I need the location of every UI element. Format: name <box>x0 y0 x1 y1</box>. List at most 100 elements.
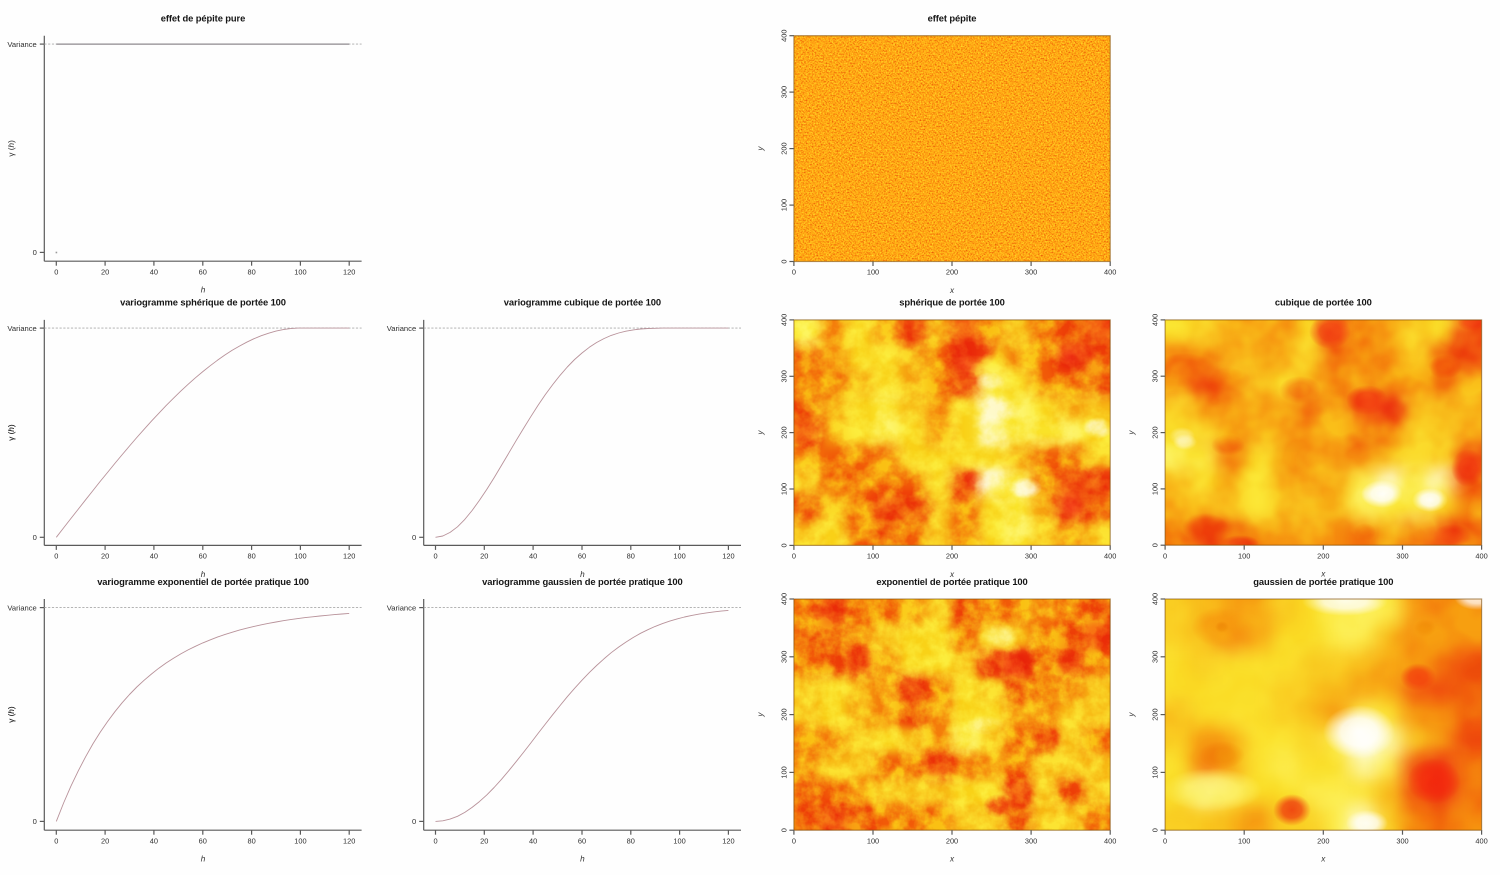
svg-text:60: 60 <box>199 267 207 276</box>
svg-text:γ (h): γ (h) <box>7 706 16 723</box>
svg-text:100: 100 <box>294 836 306 845</box>
svg-text:0: 0 <box>779 543 788 547</box>
svg-text:y: y <box>756 430 765 436</box>
svg-text:40: 40 <box>150 836 158 845</box>
svg-text:h: h <box>580 570 585 579</box>
svg-text:0: 0 <box>33 817 37 826</box>
svg-text:60: 60 <box>199 836 207 845</box>
svg-text:60: 60 <box>199 552 207 561</box>
svg-text:100: 100 <box>1151 483 1160 495</box>
svg-text:0: 0 <box>54 267 58 276</box>
svg-text:20: 20 <box>101 836 109 845</box>
svg-text:Variance: Variance <box>387 603 416 612</box>
svg-text:80: 80 <box>247 552 255 561</box>
svg-text:60: 60 <box>578 552 586 561</box>
svg-text:100: 100 <box>867 552 879 561</box>
svg-text:400: 400 <box>1104 836 1116 845</box>
svg-text:300: 300 <box>1025 268 1037 277</box>
svg-text:40: 40 <box>150 552 158 561</box>
svg-text:γ (h): γ (h) <box>7 424 16 441</box>
svg-text:y: y <box>1127 430 1136 436</box>
svg-text:200: 200 <box>946 268 958 277</box>
svg-text:0: 0 <box>792 268 796 277</box>
svg-text:0: 0 <box>1151 828 1160 832</box>
svg-text:γ (h): γ (h) <box>7 140 16 157</box>
svg-text:200: 200 <box>1317 551 1329 560</box>
svg-text:200: 200 <box>1151 426 1160 438</box>
svg-text:0: 0 <box>1163 836 1167 845</box>
svg-text:variogramme cubique de portée: variogramme cubique de portée 100 <box>504 297 661 308</box>
svg-text:variogramme gaussien de portée: variogramme gaussien de portée pratique … <box>482 576 682 587</box>
svg-text:120: 120 <box>343 267 355 276</box>
svg-text:400: 400 <box>1104 552 1116 561</box>
svg-text:120: 120 <box>343 836 355 845</box>
svg-text:20: 20 <box>101 552 109 561</box>
svg-text:200: 200 <box>779 142 788 154</box>
svg-text:0: 0 <box>792 552 796 561</box>
svg-text:x: x <box>949 855 955 864</box>
svg-text:400: 400 <box>1104 268 1116 277</box>
svg-text:300: 300 <box>779 651 788 663</box>
svg-text:exponentiel de portée pratique: exponentiel de portée pratique 100 <box>876 576 1027 587</box>
svg-text:x: x <box>949 286 955 295</box>
svg-text:0: 0 <box>433 552 437 561</box>
svg-text:400: 400 <box>1475 836 1487 845</box>
svg-text:gaussien de portée pratique 10: gaussien de portée pratique 100 <box>1253 576 1393 587</box>
svg-text:120: 120 <box>722 552 734 561</box>
svg-text:200: 200 <box>946 552 958 561</box>
svg-text:100: 100 <box>779 766 788 778</box>
svg-text:100: 100 <box>779 199 788 211</box>
svg-text:Variance: Variance <box>7 40 36 49</box>
svg-text:400: 400 <box>1151 593 1160 605</box>
svg-text:80: 80 <box>627 552 635 561</box>
svg-text:x: x <box>1320 570 1326 579</box>
svg-text:0: 0 <box>54 836 58 845</box>
svg-text:variogramme sphérique de porté: variogramme sphérique de portée 100 <box>120 297 286 308</box>
svg-text:300: 300 <box>1396 836 1408 845</box>
svg-text:400: 400 <box>779 314 788 326</box>
svg-text:60: 60 <box>578 836 586 845</box>
svg-text:γ (h): γ (h) <box>7 424 16 441</box>
svg-text:100: 100 <box>779 483 788 495</box>
svg-text:400: 400 <box>779 593 788 605</box>
svg-text:effet pépite: effet pépite <box>928 13 977 24</box>
svg-text:80: 80 <box>627 836 635 845</box>
svg-text:40: 40 <box>529 836 537 845</box>
svg-text:100: 100 <box>673 836 685 845</box>
svg-text:300: 300 <box>779 370 788 382</box>
svg-text:0: 0 <box>54 552 58 561</box>
svg-text:200: 200 <box>946 836 958 845</box>
svg-text:0: 0 <box>779 259 788 263</box>
svg-text:400: 400 <box>1475 551 1487 560</box>
svg-text:100: 100 <box>867 268 879 277</box>
svg-text:Variance: Variance <box>387 324 416 333</box>
svg-text:0: 0 <box>1151 543 1160 547</box>
svg-text:20: 20 <box>480 552 488 561</box>
svg-text:x: x <box>949 570 955 579</box>
svg-text:0: 0 <box>33 533 37 542</box>
svg-text:400: 400 <box>1151 314 1160 326</box>
svg-text:0: 0 <box>792 836 796 845</box>
svg-text:100: 100 <box>1238 836 1250 845</box>
svg-text:100: 100 <box>1238 551 1250 560</box>
svg-text:0: 0 <box>1163 551 1167 560</box>
svg-text:200: 200 <box>1317 836 1329 845</box>
svg-text:80: 80 <box>247 836 255 845</box>
svg-text:h: h <box>580 855 585 864</box>
svg-text:300: 300 <box>779 86 788 98</box>
svg-text:200: 200 <box>1151 708 1160 720</box>
svg-text:200: 200 <box>779 426 788 438</box>
svg-text:cubique de portée 100: cubique de portée 100 <box>1275 297 1372 308</box>
svg-text:Variance: Variance <box>7 603 36 612</box>
svg-text:y: y <box>756 712 765 718</box>
svg-text:sphérique de portée 100: sphérique de portée 100 <box>899 297 1005 308</box>
svg-text:300: 300 <box>1151 370 1160 382</box>
svg-text:0: 0 <box>779 828 788 832</box>
svg-text:h: h <box>201 286 206 295</box>
svg-text:300: 300 <box>1025 836 1037 845</box>
svg-text:Variance: Variance <box>7 324 36 333</box>
svg-text:0: 0 <box>412 817 416 826</box>
svg-text:40: 40 <box>150 267 158 276</box>
svg-text:variogramme exponentiel de por: variogramme exponentiel de portée pratiq… <box>97 576 309 587</box>
svg-text:0: 0 <box>433 836 437 845</box>
